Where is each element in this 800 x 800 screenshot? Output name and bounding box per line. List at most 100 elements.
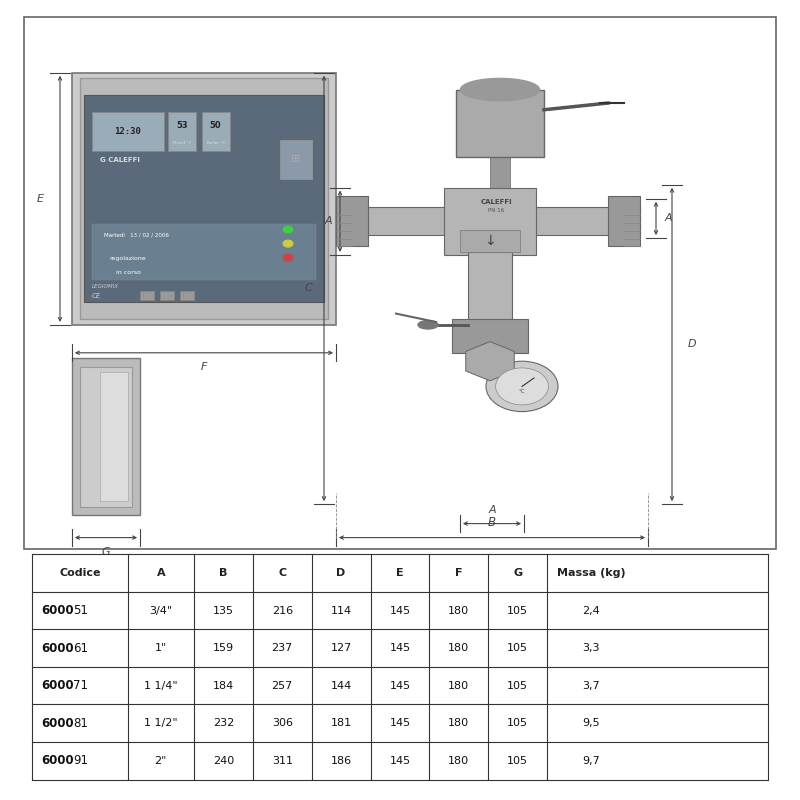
- Text: A: A: [324, 216, 332, 226]
- Text: 3,7: 3,7: [582, 681, 600, 690]
- Text: 145: 145: [390, 681, 410, 690]
- Text: 1 1/4": 1 1/4": [144, 681, 178, 690]
- Text: 184: 184: [213, 681, 234, 690]
- Bar: [80, 78, 328, 319]
- Text: G CALEFFI: G CALEFFI: [100, 158, 140, 163]
- Text: LEGIOMIX: LEGIOMIX: [92, 285, 119, 290]
- Ellipse shape: [418, 321, 438, 329]
- Bar: [92, 112, 164, 151]
- Text: CALEFFI: CALEFFI: [480, 199, 512, 206]
- Bar: [468, 252, 512, 364]
- Text: 181: 181: [330, 718, 352, 728]
- Bar: [490, 157, 510, 336]
- Bar: [452, 319, 528, 353]
- Bar: [202, 112, 230, 151]
- Bar: [168, 112, 196, 151]
- Text: 257: 257: [272, 681, 293, 690]
- Bar: [84, 95, 324, 302]
- Text: 2,4: 2,4: [582, 606, 600, 615]
- Text: 145: 145: [390, 718, 410, 728]
- Text: 12:30: 12:30: [114, 127, 142, 136]
- Text: 114: 114: [330, 606, 352, 615]
- Bar: [528, 207, 640, 235]
- Text: 186: 186: [330, 756, 352, 766]
- Text: 105: 105: [507, 718, 528, 728]
- Text: 6000: 6000: [41, 604, 74, 617]
- Text: B: B: [219, 568, 227, 578]
- Bar: [80, 366, 132, 507]
- Text: 145: 145: [390, 606, 410, 615]
- Text: Mixed °C: Mixed °C: [173, 142, 191, 146]
- Bar: [608, 196, 640, 246]
- Circle shape: [283, 226, 293, 233]
- Text: F: F: [201, 362, 207, 372]
- Bar: [460, 230, 520, 252]
- Text: 105: 105: [507, 643, 528, 653]
- Text: 311: 311: [272, 756, 293, 766]
- Text: 180: 180: [448, 606, 470, 615]
- Text: 1 1/2": 1 1/2": [144, 718, 178, 728]
- Bar: [444, 187, 536, 254]
- Text: 135: 135: [213, 606, 234, 615]
- Text: 159: 159: [213, 643, 234, 653]
- Bar: [160, 291, 174, 300]
- Text: 3/4": 3/4": [150, 606, 172, 615]
- Text: 216: 216: [272, 606, 293, 615]
- Text: 9,5: 9,5: [582, 718, 600, 728]
- Bar: [72, 73, 336, 325]
- Text: 61: 61: [74, 642, 89, 654]
- Text: 240: 240: [213, 756, 234, 766]
- Text: E: E: [396, 568, 404, 578]
- Text: 51: 51: [74, 604, 88, 617]
- Text: 180: 180: [448, 718, 470, 728]
- Bar: [100, 372, 128, 501]
- Text: 105: 105: [507, 606, 528, 615]
- Text: °C: °C: [518, 389, 526, 394]
- Text: 237: 237: [272, 643, 293, 653]
- Text: 71: 71: [74, 679, 89, 692]
- Text: 127: 127: [330, 643, 352, 653]
- Ellipse shape: [461, 78, 539, 101]
- Text: D: D: [688, 339, 696, 350]
- Text: 9,7: 9,7: [582, 756, 600, 766]
- Text: 53: 53: [176, 122, 188, 130]
- Circle shape: [486, 362, 558, 411]
- Bar: [336, 196, 368, 246]
- Text: 180: 180: [448, 643, 470, 653]
- Text: D: D: [337, 568, 346, 578]
- Text: Massa (kg): Massa (kg): [557, 568, 626, 578]
- Text: Codice: Codice: [59, 568, 101, 578]
- Text: A: A: [157, 568, 165, 578]
- Bar: [336, 207, 448, 235]
- Text: 50: 50: [210, 122, 222, 130]
- Text: 144: 144: [330, 681, 352, 690]
- Text: B: B: [488, 516, 496, 530]
- Text: Boiler °C: Boiler °C: [206, 142, 225, 146]
- Text: G: G: [102, 546, 110, 557]
- Bar: [72, 358, 140, 515]
- Text: 180: 180: [448, 756, 470, 766]
- Text: 6000: 6000: [41, 642, 74, 654]
- Text: 6000: 6000: [41, 679, 74, 692]
- Bar: [140, 291, 154, 300]
- Text: C: C: [304, 283, 312, 294]
- Bar: [180, 291, 194, 300]
- Text: 6000: 6000: [41, 717, 74, 730]
- Text: 145: 145: [390, 643, 410, 653]
- Text: 1": 1": [154, 643, 167, 653]
- Text: 306: 306: [272, 718, 293, 728]
- Text: A: A: [664, 214, 672, 223]
- Text: C: C: [278, 568, 286, 578]
- Text: PN 16: PN 16: [488, 208, 504, 213]
- Text: regolazione: regolazione: [110, 257, 146, 262]
- Text: E: E: [37, 194, 43, 204]
- Text: F: F: [455, 568, 462, 578]
- Circle shape: [496, 368, 549, 405]
- Text: Martedì   13 / 02 / 2006: Martedì 13 / 02 / 2006: [104, 234, 169, 239]
- Bar: [92, 224, 316, 280]
- Text: 6000: 6000: [41, 754, 74, 767]
- Text: A: A: [488, 506, 496, 515]
- Text: 232: 232: [213, 718, 234, 728]
- Text: in corso: in corso: [115, 270, 141, 275]
- Bar: [280, 140, 312, 179]
